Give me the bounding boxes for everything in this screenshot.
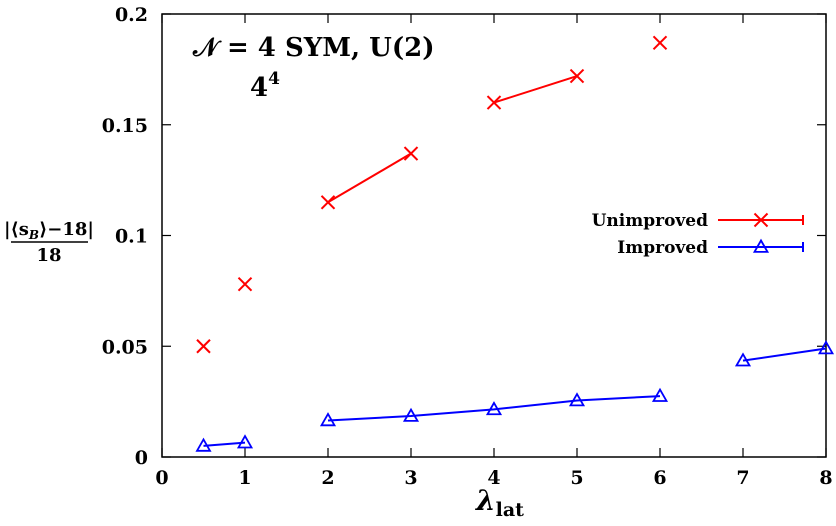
y-axis-label-num-sub: B — [28, 228, 39, 242]
y-axis-label-denominator: 18 — [36, 245, 61, 266]
series-line-improved — [327, 395, 661, 422]
series-line-improved — [203, 441, 246, 447]
x-tick-label: 8 — [819, 467, 832, 489]
x-axis-label-text: λlat — [475, 484, 524, 521]
data-point-improved — [651, 387, 669, 402]
y-tick-label: 0 — [135, 447, 148, 469]
annotation-line2: 44 — [250, 69, 280, 103]
data-point-improved — [734, 352, 752, 367]
x-axis-label: λlat — [475, 484, 524, 521]
series-line-unimproved — [493, 75, 578, 104]
x-tick-label: 0 — [155, 467, 168, 489]
x-tick-label: 5 — [570, 467, 583, 489]
annotation: 𝒩 = 4 SYM, U(2) 44 — [192, 33, 435, 103]
x-tick-label: 4 — [487, 467, 500, 489]
data-point-improved — [319, 412, 337, 427]
data-point-improved — [402, 407, 420, 422]
axis-ticks: 0 1 2 3 4 5 6 7 8 0 0.05 0.1 0.15 0.2 — [102, 4, 833, 489]
legend-marker — [752, 238, 770, 253]
x-tick-label: 1 — [238, 467, 251, 489]
x-tick-label: 2 — [321, 467, 334, 489]
annotation-line1: 𝒩 = 4 SYM, U(2) — [192, 33, 435, 63]
legend-marker — [753, 212, 769, 228]
data-point-unimproved — [569, 68, 585, 84]
y-axis-label-numerator: |⟨sB⟩−18| — [4, 219, 94, 242]
series-unimproved — [196, 35, 668, 354]
data-point-unimproved — [403, 146, 419, 161]
series-layer — [195, 35, 835, 452]
x-axis-label-base: λ — [475, 484, 496, 517]
legend-label-unimproved: Unimproved — [592, 211, 709, 231]
data-point-unimproved — [652, 35, 668, 51]
data-point-improved — [195, 437, 212, 452]
data-point-improved — [817, 340, 835, 355]
x-tick-label: 3 — [404, 467, 417, 489]
y-tick-label: 0.2 — [115, 4, 148, 26]
x-tick-label: 7 — [736, 467, 749, 489]
annotation-line2-base: 4 — [250, 73, 268, 103]
x-axis-label-sub: lat — [496, 499, 525, 521]
data-point-unimproved — [237, 277, 253, 292]
y-tick-label: 0.15 — [102, 115, 148, 137]
y-axis-label: |⟨sB⟩−18| 18 — [4, 219, 94, 266]
data-point-improved — [485, 401, 503, 416]
data-point-unimproved — [196, 339, 211, 354]
x-tick-label: 6 — [653, 467, 666, 489]
y-axis-label-num-head: |⟨s — [4, 219, 29, 240]
y-tick-label: 0.05 — [102, 336, 148, 358]
legend-label-improved: Improved — [617, 238, 708, 258]
series-line-improved — [742, 347, 827, 362]
data-point-unimproved — [320, 195, 336, 210]
legend-sample-unimproved — [718, 212, 804, 228]
y-axis-label-num-tail: ⟩−18| — [39, 219, 94, 240]
y-tick-label: 0.1 — [115, 226, 148, 248]
annotation-line2-sup: 4 — [268, 69, 280, 89]
legend: Unimproved Improved — [592, 211, 804, 258]
data-point-improved — [236, 434, 254, 449]
series-line-unimproved — [327, 152, 412, 204]
legend-sample-improved — [718, 238, 804, 253]
series-improved — [195, 340, 835, 452]
data-point-unimproved — [486, 95, 502, 110]
data-point-improved — [568, 392, 586, 407]
